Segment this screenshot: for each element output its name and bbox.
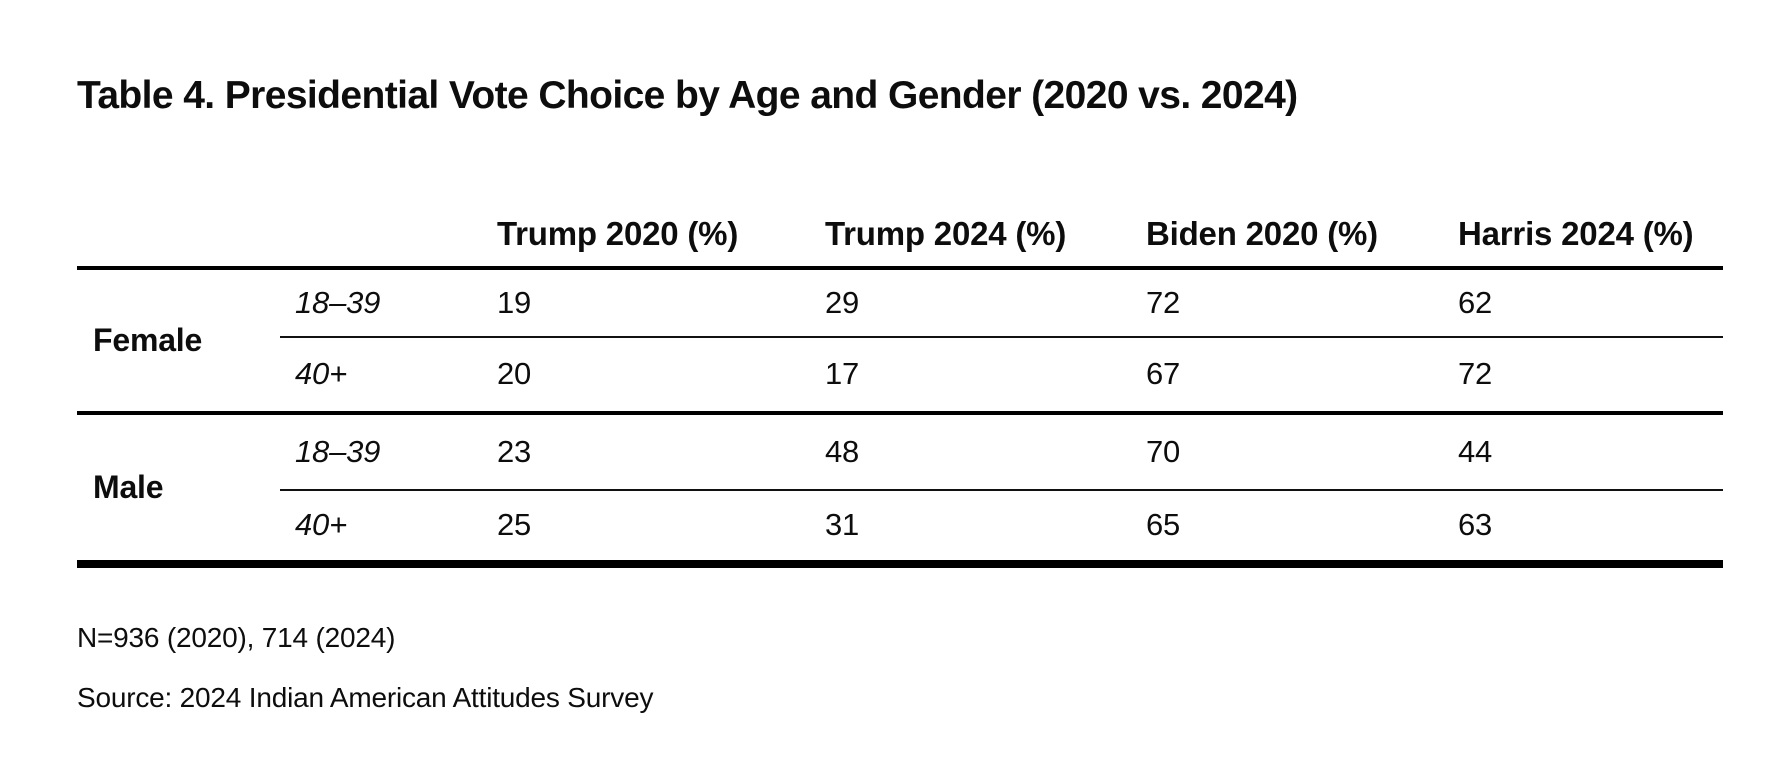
- age-label: 18–39: [295, 284, 381, 320]
- value-cell: 48: [825, 410, 1146, 490]
- table-row-female-40plus: 40+ 20 17 67 72: [77, 335, 1723, 413]
- row-group-label-male: Male: [77, 410, 280, 564]
- table-row-male-40plus: 40+ 25 31 65 63: [77, 488, 1723, 564]
- value-cell: 23: [497, 410, 825, 490]
- value-cell: 70: [1146, 410, 1458, 490]
- row-group-label-female: Female: [93, 321, 203, 358]
- value-cell: 20: [497, 335, 825, 413]
- value-cell: 65: [1146, 488, 1458, 564]
- value-cell: 31: [825, 488, 1146, 564]
- value-cell: 17: [825, 335, 1146, 413]
- value-cell: 63: [1458, 488, 1723, 564]
- table-row-female-18-39: Female 18–39 19 29 72 62: [77, 268, 1723, 358]
- value-cell: 44: [1458, 410, 1723, 490]
- value-cell: 72: [1146, 284, 1181, 320]
- value-cell: 29: [825, 284, 860, 320]
- header-row: Trump 2020 (%) Trump 2024 (%) Biden 2020…: [77, 182, 1723, 270]
- header-trump-2024: Trump 2024 (%): [825, 182, 1146, 270]
- header-trump-2020: Trump 2020 (%): [497, 182, 825, 270]
- header-age-spacer: [280, 182, 497, 270]
- vote-choice-table: Trump 2020 (%) Trump 2024 (%) Biden 2020…: [77, 182, 1723, 568]
- age-label: 40+: [280, 488, 497, 564]
- sample-size-note: N=936 (2020), 714 (2024): [77, 621, 396, 653]
- table-row-male-18-39: Male 18–39 23 48 70 44: [77, 410, 1723, 564]
- age-label: 40+: [280, 335, 497, 413]
- value-cell: 19: [497, 284, 532, 320]
- value-cell: 67: [1146, 335, 1458, 413]
- source-note: Source: 2024 Indian American Attitudes S…: [77, 681, 654, 713]
- header-gender-spacer: [77, 182, 280, 270]
- value-cell: 62: [1458, 284, 1493, 320]
- table-title: Table 4. Presidential Vote Choice by Age…: [77, 74, 1298, 117]
- value-cell: 25: [497, 488, 825, 564]
- table-figure: Table 4. Presidential Vote Choice by Age…: [77, 74, 1723, 713]
- header-biden-2020: Biden 2020 (%): [1146, 182, 1458, 270]
- age-label: 18–39: [280, 410, 497, 490]
- header-harris-2024: Harris 2024 (%): [1458, 182, 1723, 270]
- value-cell: 72: [1458, 335, 1723, 413]
